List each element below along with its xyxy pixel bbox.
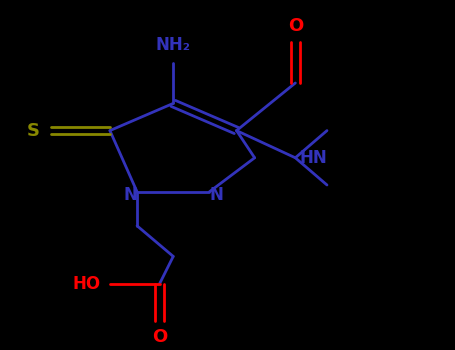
Text: O: O [288,18,303,35]
Text: O: O [152,328,167,346]
Text: S: S [27,121,40,140]
Text: N: N [209,186,223,204]
Text: HN: HN [300,149,328,167]
Text: NH₂: NH₂ [156,36,191,54]
Text: N: N [123,186,137,204]
Text: HO: HO [73,275,101,293]
